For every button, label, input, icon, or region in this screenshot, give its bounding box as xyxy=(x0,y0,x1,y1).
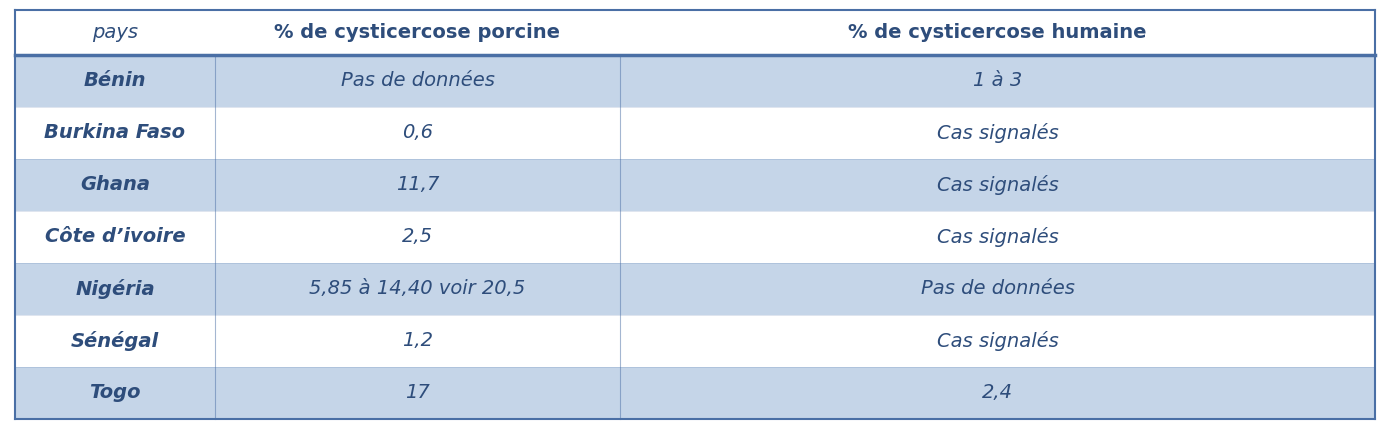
Text: % de cysticercose porcine: % de cysticercose porcine xyxy=(275,23,561,42)
Text: Cas signalés: Cas signalés xyxy=(937,123,1059,143)
Bar xyxy=(15,367,1376,419)
Bar xyxy=(15,159,1376,211)
Text: Cas signalés: Cas signalés xyxy=(937,175,1059,195)
Text: 1,2: 1,2 xyxy=(403,332,433,351)
Bar xyxy=(15,211,1376,263)
Text: 1 à 3: 1 à 3 xyxy=(973,71,1022,91)
Text: 5,85 à 14,40 voir 20,5: 5,85 à 14,40 voir 20,5 xyxy=(310,280,526,299)
Text: Cas signalés: Cas signalés xyxy=(937,331,1059,351)
Bar xyxy=(15,55,1376,107)
Text: 2,5: 2,5 xyxy=(403,228,433,247)
Bar xyxy=(15,263,1376,315)
Bar xyxy=(15,107,1376,159)
Bar xyxy=(15,10,1376,55)
Text: 2,4: 2,4 xyxy=(981,384,1013,403)
Text: Pas de données: Pas de données xyxy=(920,280,1074,299)
Text: Cas signalés: Cas signalés xyxy=(937,227,1059,247)
Text: Nigéria: Nigéria xyxy=(75,279,155,299)
Text: 17: 17 xyxy=(405,384,430,403)
Text: Sénégal: Sénégal xyxy=(71,331,160,351)
Text: Burkina Faso: Burkina Faso xyxy=(44,124,186,143)
Text: 11,7: 11,7 xyxy=(396,176,439,195)
Bar xyxy=(15,315,1376,367)
Text: 0,6: 0,6 xyxy=(403,124,433,143)
Text: pays: pays xyxy=(92,23,137,42)
Text: Bénin: Bénin xyxy=(83,71,146,91)
Text: Pas de données: Pas de données xyxy=(340,71,494,91)
Text: Togo: Togo xyxy=(89,384,140,403)
Text: Ghana: Ghana xyxy=(81,176,150,195)
Text: % de cysticercose humaine: % de cysticercose humaine xyxy=(848,23,1146,42)
Text: Côte d’ivoire: Côte d’ivoire xyxy=(44,228,186,247)
